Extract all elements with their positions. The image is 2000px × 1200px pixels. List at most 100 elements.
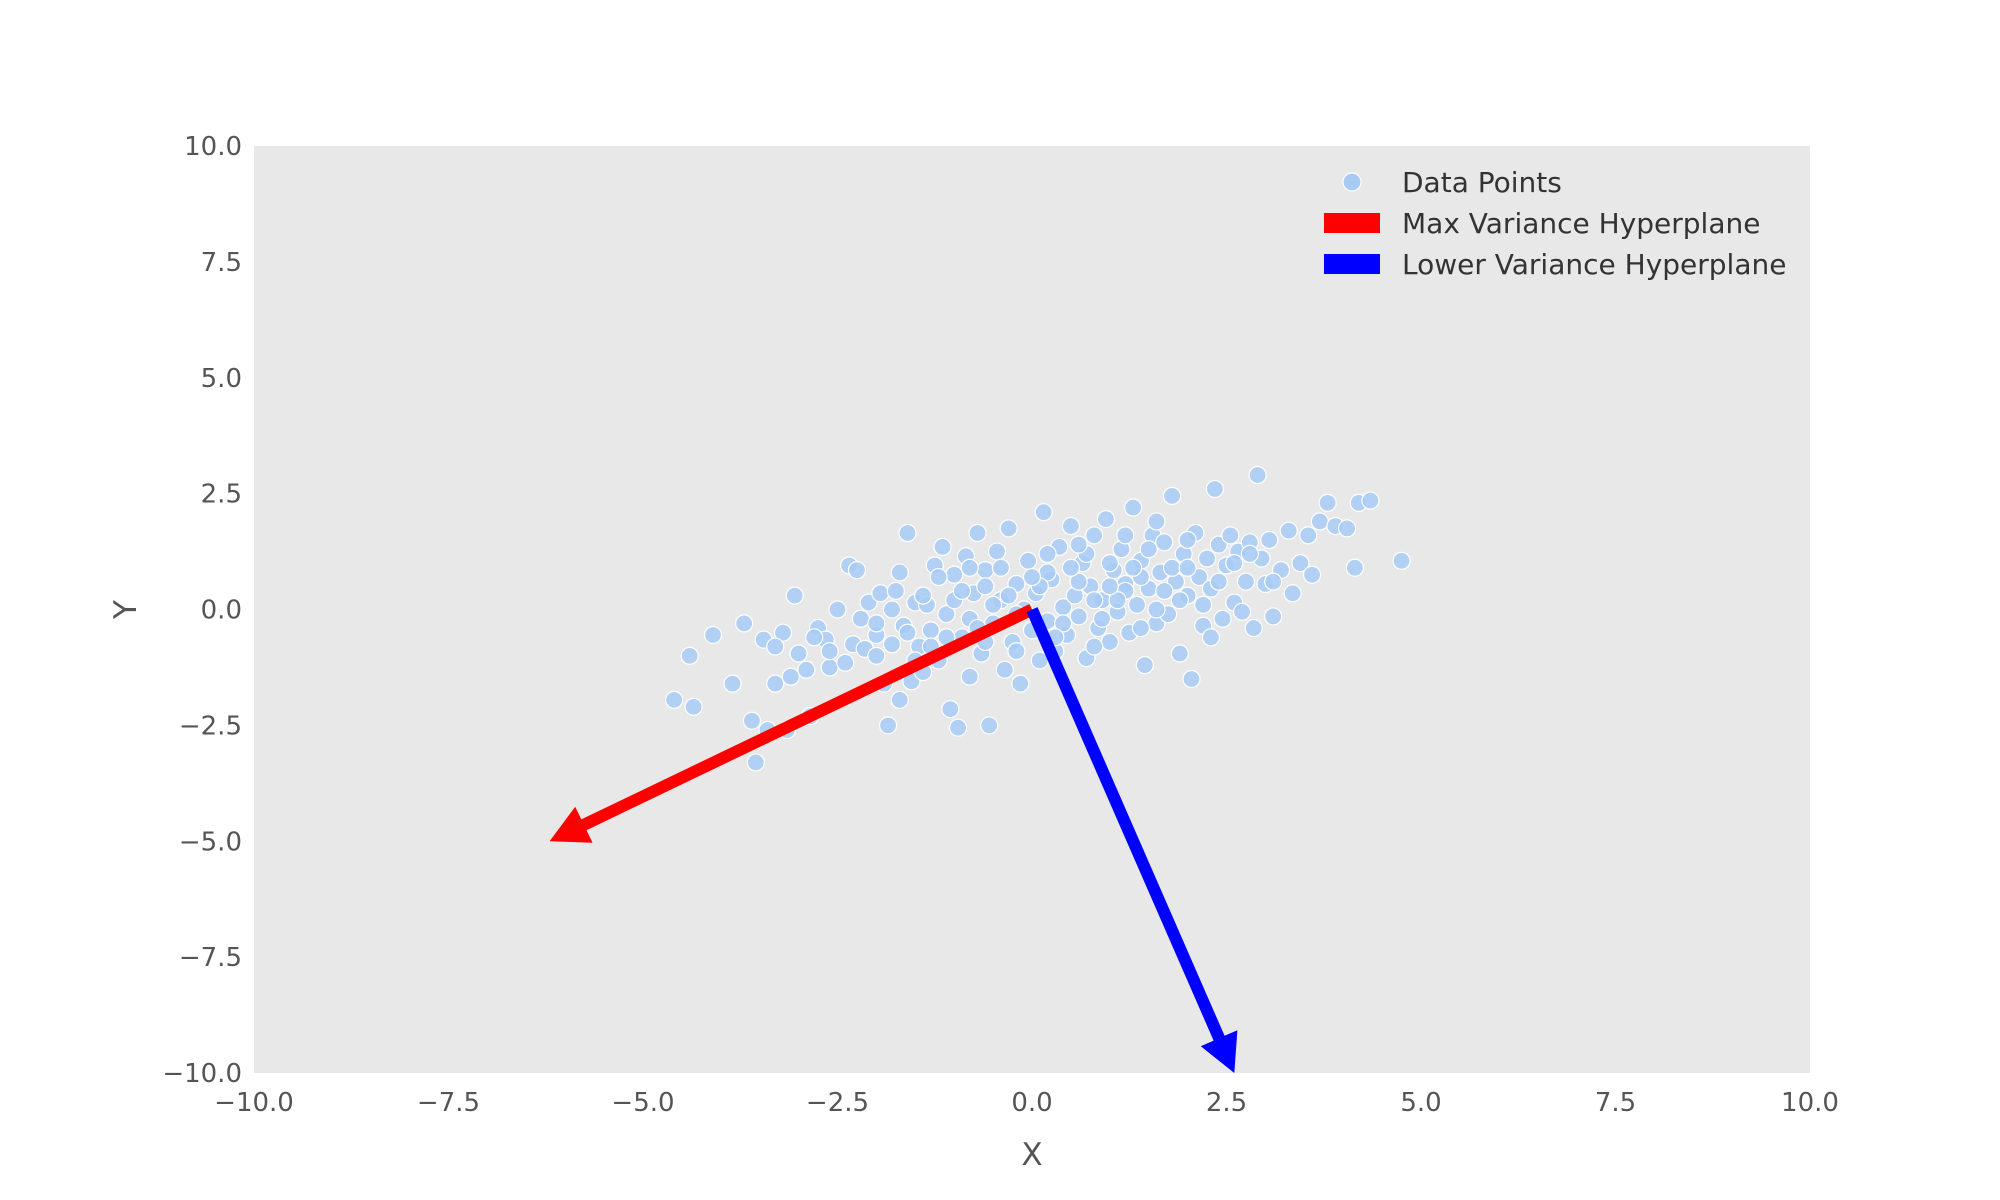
data-point	[960, 667, 979, 686]
data-point	[1205, 479, 1224, 499]
data-point	[1054, 614, 1073, 633]
data-point	[976, 561, 995, 580]
legend-marker-lower-variance	[1324, 254, 1380, 274]
data-point	[948, 718, 968, 737]
data-point	[1108, 591, 1127, 610]
y-axis-label: Y	[108, 600, 144, 620]
data-point	[1038, 544, 1057, 563]
data-point	[1178, 530, 1197, 550]
data-point	[999, 519, 1018, 538]
data-point	[1279, 521, 1298, 540]
data-point	[851, 609, 870, 628]
data-point	[1260, 530, 1279, 550]
data-point	[886, 581, 905, 601]
data-point	[1100, 554, 1119, 573]
data-point	[890, 563, 909, 582]
x-tick-label: 7.5	[1595, 1088, 1636, 1118]
data-point	[882, 600, 902, 619]
data-point	[828, 600, 847, 619]
data-point	[991, 558, 1010, 577]
legend: Data Points Max Variance Hyperplane Lowe…	[1324, 166, 1786, 281]
data-point	[789, 644, 808, 663]
data-point	[684, 697, 703, 716]
data-point	[1197, 549, 1217, 568]
data-point	[983, 595, 1003, 614]
data-point	[1127, 595, 1147, 614]
lower-variance-arrow	[1026, 607, 1238, 1073]
data-point	[1124, 558, 1143, 577]
legend-label-max-variance: Max Variance Hyperplane	[1402, 207, 1760, 240]
data-point	[723, 674, 742, 693]
data-point	[882, 635, 902, 654]
data-point	[1085, 591, 1104, 610]
data-point	[1392, 551, 1411, 570]
data-point	[1221, 526, 1240, 545]
max-variance-arrow	[549, 604, 1035, 843]
data-point	[820, 642, 839, 661]
data-point	[1155, 581, 1174, 601]
data-point	[921, 621, 940, 640]
data-point	[937, 605, 956, 624]
data-point	[871, 584, 890, 603]
marks-layer	[665, 465, 1411, 772]
x-tick-label: −10.0	[214, 1088, 294, 1118]
data-point	[1131, 618, 1151, 638]
data-point	[941, 700, 960, 719]
y-tick-labels: −10.0 −7.5 −5.0 −2.5 0.0 2.5 5.0 7.5 10.0	[162, 132, 242, 1089]
y-tick-label: −10.0	[162, 1059, 242, 1089]
data-point	[929, 567, 948, 587]
data-point	[1337, 519, 1357, 538]
data-point	[1248, 465, 1267, 485]
x-tick-label: 5.0	[1400, 1088, 1441, 1118]
data-point	[805, 628, 824, 647]
arrows-layer	[549, 604, 1238, 1073]
data-point	[1061, 558, 1081, 577]
data-point	[735, 614, 754, 633]
data-point	[746, 753, 765, 772]
x-tick-labels: −10.0 −7.5 −5.0 −2.5 0.0 2.5 5.0 7.5 10.0	[214, 1088, 1839, 1118]
y-tick-label: 2.5	[201, 480, 242, 510]
data-point	[999, 586, 1018, 605]
data-point	[960, 558, 979, 577]
data-point	[703, 625, 723, 645]
data-point	[867, 614, 886, 633]
data-point	[1162, 486, 1182, 506]
data-point	[1019, 551, 1038, 570]
data-point	[836, 653, 855, 672]
data-point	[1034, 503, 1053, 522]
data-point	[1194, 595, 1213, 614]
data-point	[1162, 558, 1182, 577]
data-point	[995, 660, 1014, 679]
data-point	[1283, 584, 1302, 603]
data-point	[1069, 607, 1088, 626]
data-point	[1209, 572, 1228, 591]
data-point	[1178, 558, 1197, 577]
data-point	[785, 586, 804, 605]
data-point	[968, 523, 987, 543]
data-point	[1201, 628, 1221, 647]
y-tick-label: 10.0	[184, 132, 242, 162]
data-point	[1069, 535, 1088, 554]
data-point	[1240, 544, 1259, 563]
data-point	[980, 716, 999, 735]
data-point	[1155, 533, 1174, 552]
data-point	[890, 690, 909, 709]
data-point	[1100, 577, 1119, 596]
data-point	[742, 711, 762, 730]
data-point	[1291, 554, 1310, 573]
data-point	[952, 581, 972, 601]
data-point	[1116, 526, 1135, 545]
data-point	[1061, 516, 1081, 536]
data-point	[1011, 674, 1030, 693]
data-point	[665, 690, 684, 709]
x-axis-label: X	[1021, 1137, 1042, 1173]
data-point	[1170, 591, 1189, 610]
legend-label-data-points: Data Points	[1402, 166, 1562, 199]
data-point	[1299, 526, 1318, 545]
data-point	[1092, 609, 1112, 628]
data-point	[766, 637, 785, 656]
data-point	[1147, 600, 1166, 619]
data-point	[1244, 618, 1263, 638]
data-point	[797, 660, 816, 679]
data-point	[976, 577, 995, 596]
